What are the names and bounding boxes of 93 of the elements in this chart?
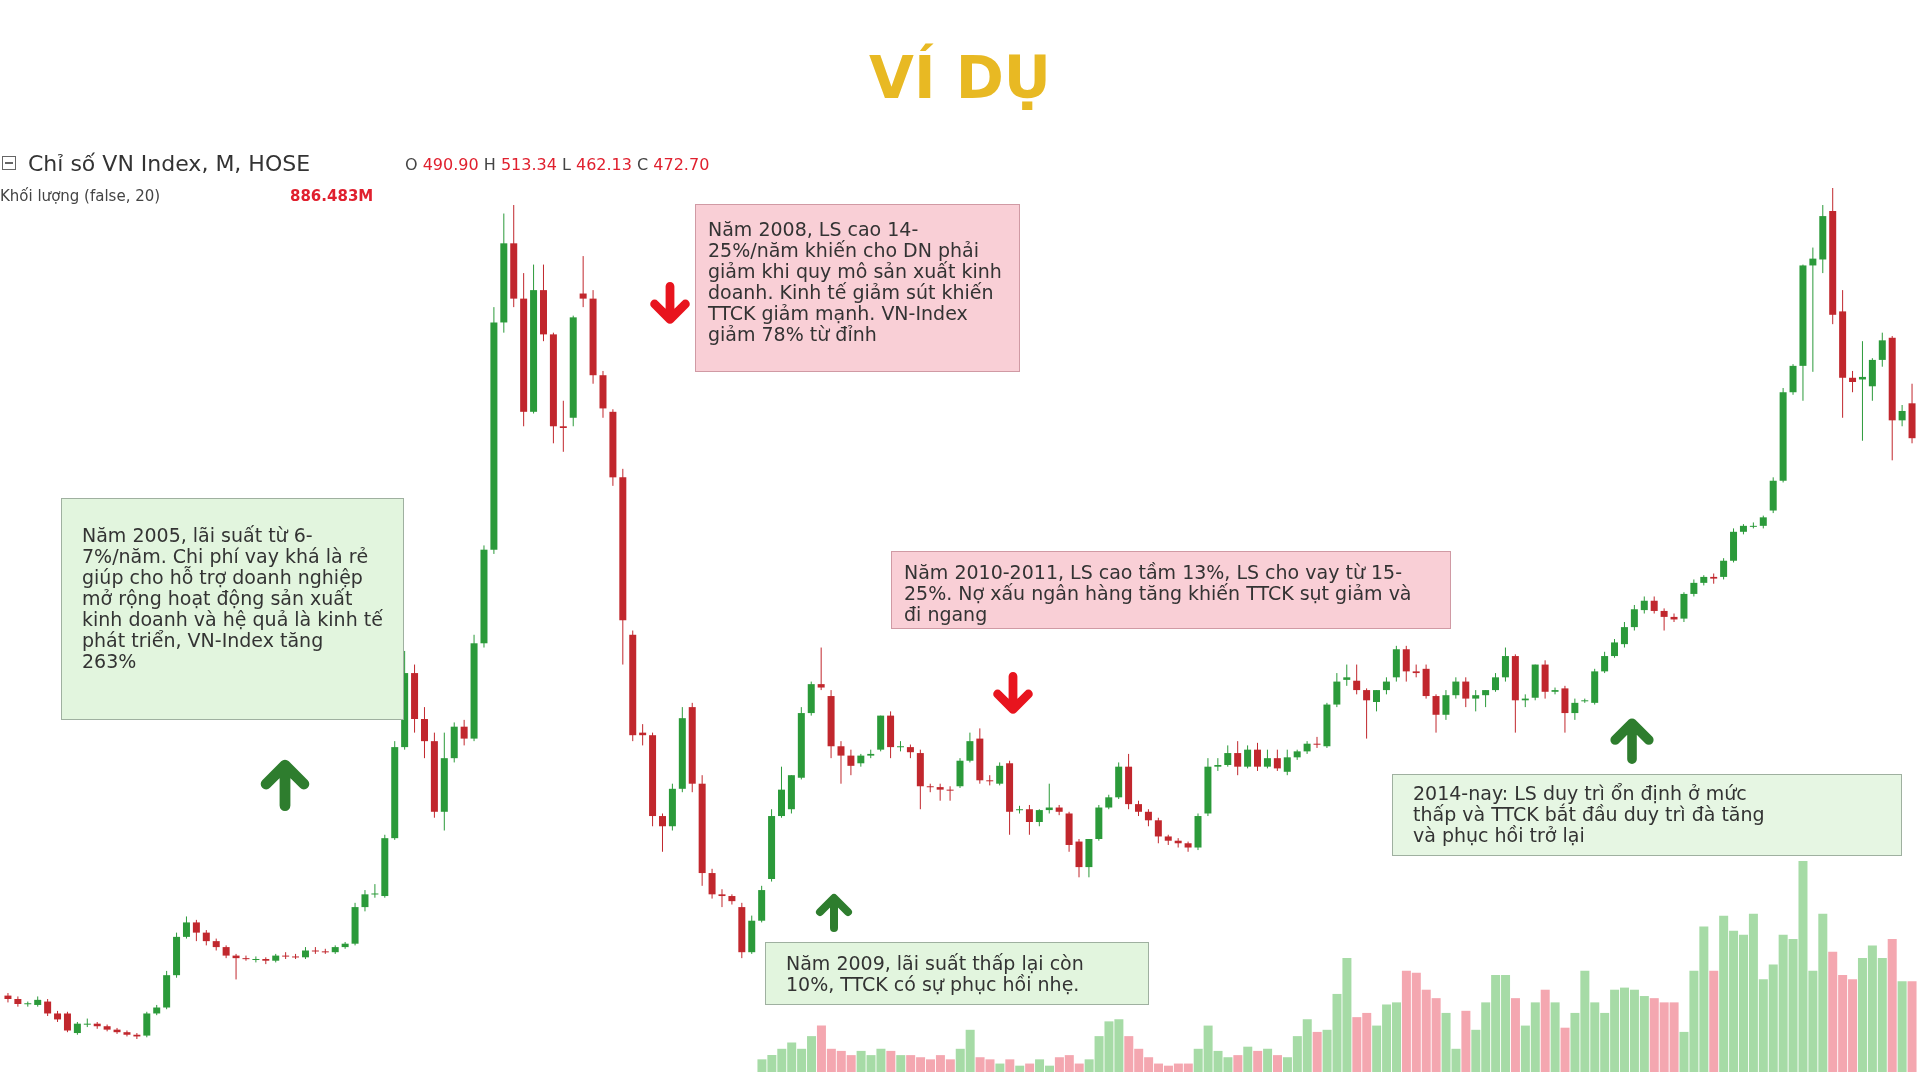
note-box: Năm 2009, lãi suất thấp lại còn 10%, TTCK có sự phục hồi nhẹ. bbox=[765, 942, 1149, 1005]
candlestick bbox=[1611, 638, 1619, 659]
candlestick bbox=[1283, 749, 1291, 776]
candlestick bbox=[1501, 647, 1509, 683]
candlestick bbox=[371, 883, 379, 899]
candlestick bbox=[1234, 740, 1242, 776]
candlestick bbox=[1462, 676, 1470, 708]
bar bbox=[1461, 1010, 1471, 1072]
candlestick bbox=[1849, 370, 1857, 393]
candlestick bbox=[708, 868, 716, 900]
candlestick bbox=[1898, 404, 1906, 427]
bar bbox=[1014, 1065, 1024, 1072]
candlestick bbox=[1571, 698, 1579, 721]
annotation: 886.483M bbox=[290, 187, 374, 205]
bar bbox=[1510, 998, 1520, 1072]
candlestick bbox=[1303, 740, 1311, 755]
note-box: Năm 2005, lãi suất từ 6-7%/năm. Chi phí vay khá là rẻ giúp cho hỗ trợ doanh nghiệp mở rộng hoạt động sản xuất kinh doanh và hệ quả là kinh tế phát triển, VN-Index tăng 263% bbox=[61, 498, 404, 720]
bar bbox=[1897, 981, 1907, 1072]
note-box: Năm 2010-2011, LS cao tầm 13%, LS cho vay từ 15-25%. Nợ xấu ngân hàng tăng khiến TTCK sụt giảm và đi ngang bbox=[891, 551, 1451, 629]
candlestick bbox=[420, 706, 428, 759]
candlestick bbox=[1442, 689, 1450, 721]
candlestick bbox=[1452, 676, 1460, 700]
candlestick bbox=[1263, 749, 1271, 769]
candlestick bbox=[1432, 693, 1440, 734]
bar bbox=[1272, 1055, 1282, 1072]
candlestick bbox=[559, 400, 567, 453]
bar bbox=[1540, 989, 1550, 1072]
candlestick bbox=[1551, 687, 1559, 695]
candlestick bbox=[143, 1011, 151, 1038]
candlestick bbox=[1363, 687, 1371, 740]
candlestick bbox=[1878, 332, 1886, 368]
bar bbox=[1550, 1002, 1560, 1072]
bar bbox=[1907, 981, 1917, 1072]
candlestick bbox=[1601, 651, 1609, 674]
bar bbox=[1560, 1027, 1570, 1072]
candlestick bbox=[1154, 817, 1162, 844]
bar bbox=[1262, 1048, 1272, 1072]
candlestick bbox=[966, 732, 974, 763]
candlestick bbox=[1620, 621, 1628, 649]
bar bbox=[1887, 939, 1897, 1072]
bar bbox=[1312, 1031, 1322, 1072]
candlestick bbox=[182, 915, 190, 940]
bar bbox=[1233, 1055, 1243, 1072]
candlestick bbox=[946, 785, 954, 802]
bar bbox=[1024, 1063, 1034, 1072]
candlestick bbox=[1184, 841, 1192, 853]
candlestick bbox=[1254, 742, 1262, 772]
candlestick bbox=[897, 740, 904, 752]
candlestick bbox=[123, 1029, 131, 1037]
chart-subtitle: Chỉ số VN Index, M, HOSE bbox=[28, 151, 311, 176]
candlestick bbox=[1373, 689, 1381, 712]
note-box: Năm 2008, LS cao 14-25%/năm khiến cho DN phải giảm khi quy mô sản xuất kinh doanh. Kinh tế giảm sút khiến TTCK giảm mạnh. VN-Index giảm 78% từ đỉnh bbox=[695, 204, 1020, 372]
candlestick bbox=[1353, 664, 1361, 695]
bar bbox=[995, 1063, 1005, 1072]
bar bbox=[886, 1050, 896, 1072]
candlestick bbox=[658, 812, 666, 853]
annotation: Khối lượng (false, 20) bbox=[0, 187, 161, 205]
candlestick bbox=[996, 761, 1004, 786]
bar bbox=[1005, 1059, 1015, 1072]
candlestick bbox=[837, 740, 845, 785]
candlestick bbox=[1402, 645, 1410, 683]
candlestick bbox=[817, 647, 825, 691]
candlestick bbox=[579, 255, 587, 308]
candlestick bbox=[252, 955, 260, 963]
candlestick bbox=[1244, 744, 1252, 769]
candlestick bbox=[1492, 672, 1500, 693]
candlestick bbox=[1224, 744, 1232, 768]
candlestick bbox=[1660, 607, 1668, 632]
candlestick bbox=[1313, 736, 1321, 749]
bar bbox=[1252, 1050, 1262, 1072]
candlestick bbox=[63, 1011, 71, 1033]
candlestick bbox=[1472, 689, 1480, 712]
candlestick bbox=[1025, 804, 1033, 836]
candlestick bbox=[986, 774, 994, 786]
bar bbox=[1708, 970, 1718, 1072]
candlestick bbox=[1720, 557, 1728, 580]
candlestick bbox=[460, 719, 468, 746]
note-box: 2014-nay: LS duy trì ổn định ở mức thấp và TTCK bắt đầu duy trì đà tăng và phục hồi trở lại bbox=[1392, 774, 1902, 856]
candlestick bbox=[1343, 664, 1351, 687]
candlestick bbox=[14, 995, 22, 1008]
candlestick bbox=[1333, 672, 1341, 708]
candlestick bbox=[728, 893, 736, 906]
candlestick bbox=[361, 889, 369, 912]
candlestick bbox=[1630, 604, 1638, 632]
candlestick bbox=[847, 749, 855, 776]
bar bbox=[1242, 1046, 1252, 1072]
chart-title: VÍ DỤ bbox=[868, 44, 1052, 112]
candlestick bbox=[242, 955, 250, 962]
candlestick bbox=[718, 888, 726, 908]
text: O 490.90 H 513.34 L 462.13 C 472.70 bbox=[405, 155, 710, 174]
bar bbox=[895, 1055, 905, 1072]
candlestick bbox=[1273, 749, 1281, 772]
candlestick bbox=[192, 919, 200, 942]
